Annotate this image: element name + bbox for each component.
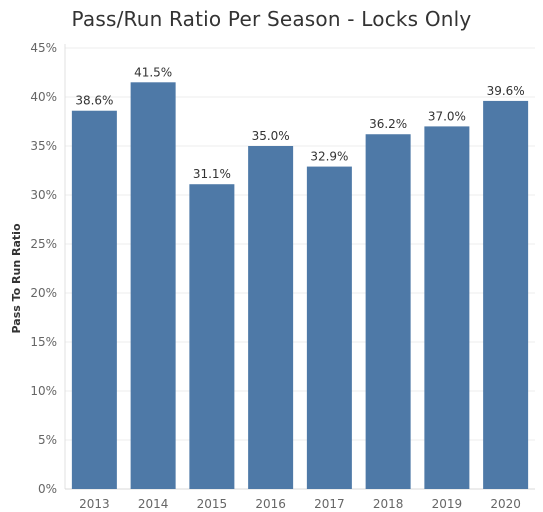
y-tick-label: 45% [30, 41, 57, 55]
y-tick-label: 30% [30, 188, 57, 202]
bar-2018 [365, 134, 411, 490]
data-labels: 38.6% 41.5% 31.1% 35.0% 32.9% 36.2% 37.0% 39.6% [75, 65, 524, 181]
y-tick-label: 0% [38, 482, 57, 496]
x-axis-ticks: 2013 2014 2015 2016 2017 2018 2019 2020 [79, 497, 521, 511]
y-tick-label: 10% [30, 384, 57, 398]
data-label-2018: 36.2% [369, 117, 407, 131]
data-label-2017: 32.9% [310, 150, 348, 164]
data-label-2016: 35.0% [252, 129, 290, 143]
bar-2015 [189, 184, 235, 489]
data-label-2015: 31.1% [193, 167, 231, 181]
y-tick-label: 40% [30, 90, 57, 104]
data-label-2020: 39.6% [487, 84, 525, 98]
y-axis-ticks: 0% 5% 10% 15% 20% 25% 30% 35% 40% 45% [30, 41, 57, 496]
bar-2014 [130, 82, 176, 490]
bar-2019 [424, 126, 470, 490]
bar-2016 [248, 146, 294, 489]
bars [71, 82, 529, 490]
x-tick-label: 2017 [314, 497, 345, 511]
y-tick-label: 35% [30, 139, 57, 153]
x-tick-label: 2014 [138, 497, 169, 511]
data-label-2014: 41.5% [134, 65, 172, 79]
y-axis-title: Pass To Run Ratio [10, 223, 23, 333]
x-tick-label: 2019 [432, 497, 463, 511]
x-tick-label: 2018 [373, 497, 404, 511]
x-tick-label: 2016 [255, 497, 286, 511]
x-tick-label: 2015 [197, 497, 228, 511]
x-tick-label: 2013 [79, 497, 110, 511]
x-tick-label: 2020 [490, 497, 521, 511]
data-label-2013: 38.6% [75, 94, 113, 108]
bar-2020 [483, 100, 529, 490]
bar-2013 [71, 110, 117, 489]
y-tick-label: 15% [30, 335, 57, 349]
bar-2017 [306, 166, 352, 489]
chart-title: Pass/Run Ratio Per Season - Locks Only [71, 7, 472, 31]
y-tick-label: 20% [30, 286, 57, 300]
y-tick-label: 25% [30, 237, 57, 251]
y-tick-label: 5% [38, 433, 57, 447]
data-label-2019: 37.0% [428, 109, 466, 123]
